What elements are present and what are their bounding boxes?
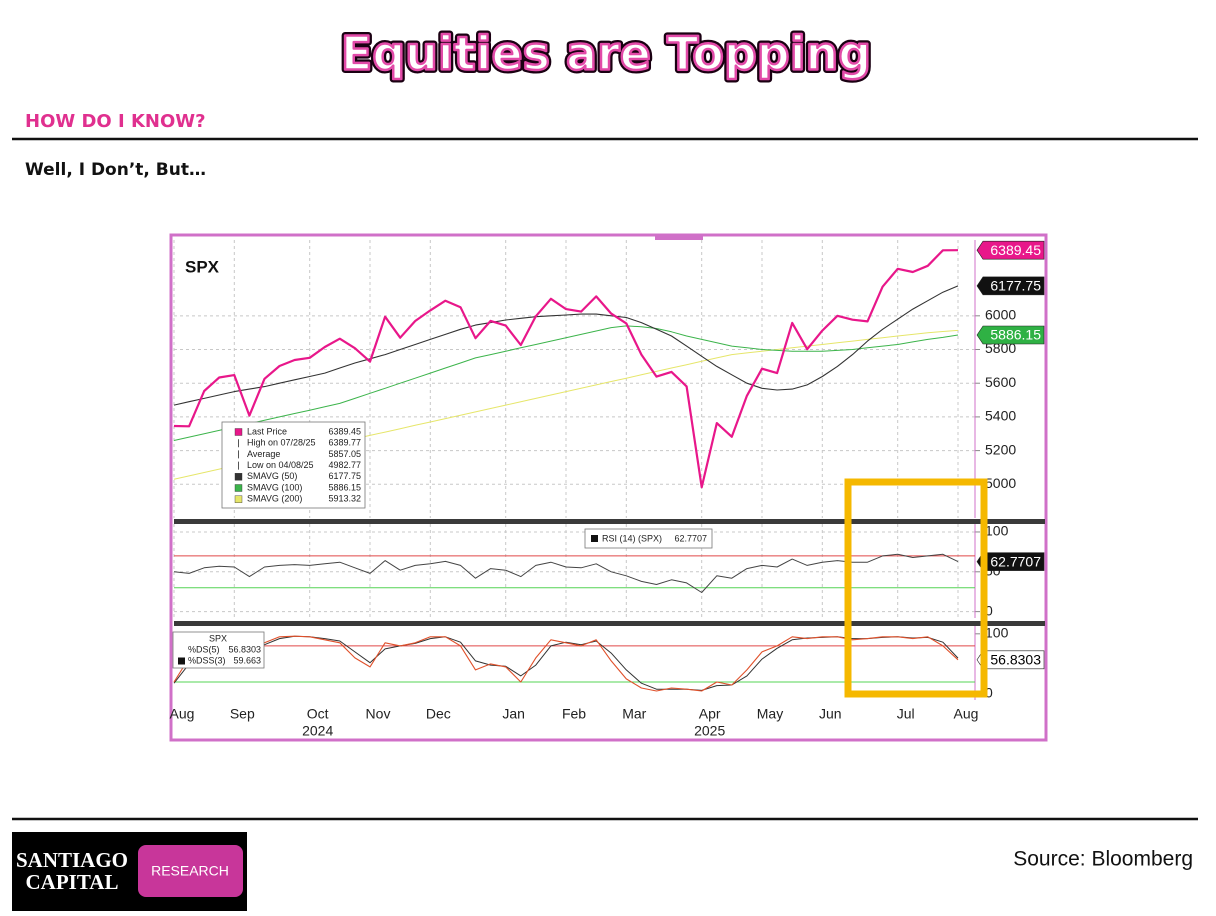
y-tick-label: 5400	[985, 408, 1016, 424]
series-line	[173, 634, 959, 692]
x-tick-label: Jun	[819, 706, 842, 722]
logo-badge-text: RESEARCH	[151, 863, 229, 879]
legend-swatch	[234, 484, 243, 492]
value-tag-label: 6177.75	[990, 278, 1041, 294]
y-tick-label: 0	[985, 685, 993, 701]
legend-label: %DSS(3)	[188, 655, 226, 665]
x-tick-label: Jul	[897, 706, 915, 722]
legend-value: 5913.32	[328, 494, 361, 504]
source-note: Source: Bloomberg	[1013, 848, 1193, 871]
x-tick-label: Mar	[622, 706, 646, 722]
y-tick-label: 6000	[985, 307, 1016, 323]
value-tag	[976, 325, 1045, 345]
value-tag-label: 6389.45	[990, 242, 1041, 258]
legend-label: RSI (14) (SPX)	[602, 533, 662, 543]
legend-label: %DS(5)	[188, 644, 220, 654]
legend-value: 6389.45	[328, 426, 361, 436]
value-tag	[976, 276, 1045, 296]
frame-notch	[655, 236, 703, 240]
y-tick-label: 5200	[985, 441, 1016, 457]
legend-value: 6389.77	[328, 438, 361, 448]
legend-label: High on 07/28/25	[247, 438, 316, 448]
value-tag-label: 5886.15	[990, 327, 1041, 343]
subtitle: Well, I Don’t, But…	[25, 160, 206, 180]
x-tick-label: Aug	[170, 706, 195, 722]
legend-box	[584, 528, 713, 549]
logo-text: SANTIAGO	[16, 848, 128, 872]
logo-badge	[138, 845, 243, 897]
legend-value: 4982.77	[328, 460, 361, 470]
x-tick-label: May	[757, 706, 783, 722]
logo-text: CAPITAL	[26, 870, 119, 894]
panel-title: SPX	[185, 257, 220, 276]
legend-value: 5886.15	[328, 482, 361, 492]
highlight-box	[844, 478, 988, 698]
legend-value: 56.8303	[228, 644, 261, 654]
y-tick-label: 100	[985, 523, 1009, 539]
legend-value: 62.7707	[674, 533, 707, 543]
series-line	[173, 553, 959, 593]
legend-title: SPX	[209, 633, 227, 643]
value-tag	[976, 240, 1045, 260]
x-tick-label: Dec	[426, 706, 451, 722]
value-tag-label: 62.7707	[990, 553, 1041, 569]
legend-label: Low on 04/08/25	[247, 460, 314, 470]
legend-swatch	[178, 646, 185, 654]
legend-label: SMAVG (50)	[247, 471, 297, 481]
legend-swatch	[234, 428, 243, 436]
legend-swatch	[591, 535, 598, 542]
kicker: HOW DO I KNOW?	[25, 111, 206, 132]
legend-box	[172, 631, 265, 669]
series-line	[173, 249, 959, 489]
chart: 5000520054005600580060006389.456177.7558…	[170, 240, 1045, 739]
slide-title-outline: Equities are Topping	[341, 27, 871, 81]
x-tick-label: Oct	[307, 706, 329, 722]
x-tick-label: Apr	[699, 706, 721, 722]
x-tick-label: Aug	[954, 706, 979, 722]
value-tag-label: 56.8303	[990, 651, 1041, 667]
x-year-label: 2025	[694, 723, 725, 739]
legend-swatch	[234, 473, 243, 481]
y-tick-label: 5000	[985, 475, 1016, 491]
panel-divider	[174, 621, 1045, 626]
x-tick-label: Jan	[502, 706, 525, 722]
legend-label: Average	[247, 449, 280, 459]
x-tick-label: Feb	[562, 706, 586, 722]
legend-label: SMAVG (100)	[247, 482, 302, 492]
legend-value: 5857.05	[328, 449, 361, 459]
chart-frame	[169, 233, 1048, 742]
x-tick-label: Nov	[366, 706, 391, 722]
legend-swatch	[234, 495, 243, 503]
legend-label: Last Price	[247, 426, 287, 436]
y-tick-label: 0	[985, 602, 993, 618]
legend-label: SMAVG (200)	[247, 494, 302, 504]
legend-value: 6177.75	[328, 471, 361, 481]
x-year-label: 2024	[302, 723, 333, 739]
panel-divider	[174, 519, 1045, 524]
legend-value: 59.663	[233, 655, 261, 665]
series-line	[173, 325, 959, 441]
y-tick-label: 100	[985, 625, 1009, 641]
slide-title: Equities are Topping	[341, 27, 871, 81]
series-line	[173, 285, 959, 406]
legend-swatch	[178, 657, 185, 665]
legend-box	[221, 421, 366, 509]
y-tick-label: 5600	[985, 374, 1016, 390]
x-tick-label: Sep	[230, 706, 255, 722]
